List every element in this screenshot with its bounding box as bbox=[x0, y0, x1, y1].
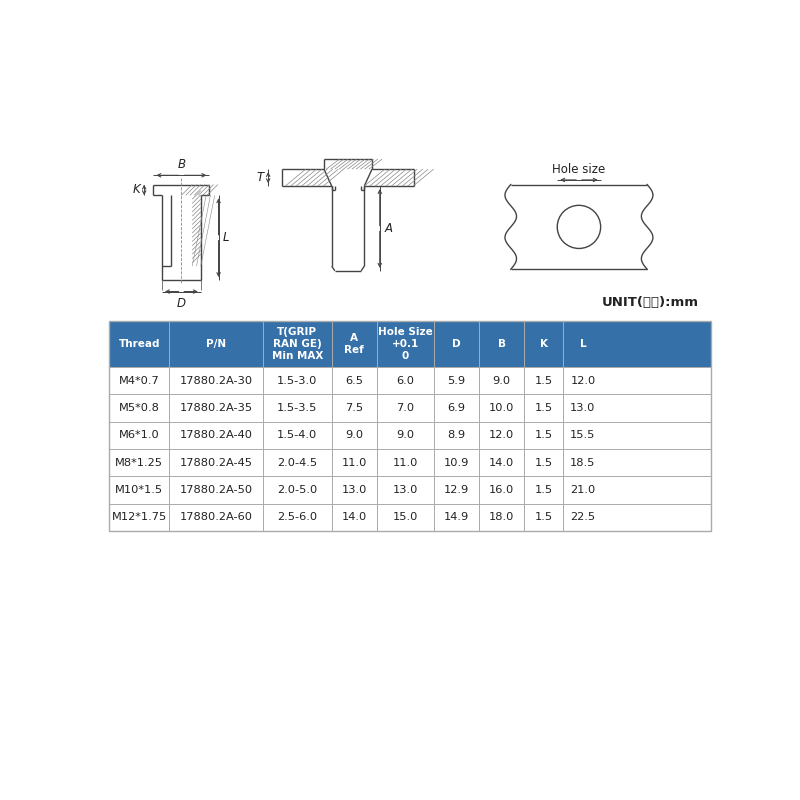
Bar bbox=[110, 321, 710, 367]
Text: 2.5-6.0: 2.5-6.0 bbox=[277, 512, 318, 522]
Text: 14.9: 14.9 bbox=[444, 512, 470, 522]
Text: 18.0: 18.0 bbox=[489, 512, 514, 522]
Text: 21.0: 21.0 bbox=[570, 485, 595, 495]
Text: 13.0: 13.0 bbox=[393, 485, 418, 495]
Text: 17880.2A-40: 17880.2A-40 bbox=[179, 430, 253, 440]
Text: T(GRIP
RAN GE)
Min MAX: T(GRIP RAN GE) Min MAX bbox=[271, 326, 323, 362]
Text: 17880.2A-50: 17880.2A-50 bbox=[179, 485, 253, 495]
Text: 1.5-3.0: 1.5-3.0 bbox=[277, 376, 318, 386]
Text: M10*1.5: M10*1.5 bbox=[115, 485, 163, 495]
Text: 14.0: 14.0 bbox=[489, 458, 514, 468]
Text: K: K bbox=[540, 339, 548, 349]
Text: 11.0: 11.0 bbox=[342, 458, 367, 468]
Text: A: A bbox=[385, 222, 393, 235]
Bar bbox=[110, 367, 710, 394]
Text: 7.5: 7.5 bbox=[346, 403, 363, 413]
Text: T: T bbox=[256, 171, 263, 184]
Text: M6*1.0: M6*1.0 bbox=[119, 430, 160, 440]
Text: 9.0: 9.0 bbox=[493, 376, 510, 386]
Text: 9.0: 9.0 bbox=[346, 430, 363, 440]
Text: 2.0-5.0: 2.0-5.0 bbox=[277, 485, 318, 495]
Text: L: L bbox=[579, 339, 586, 349]
Text: B: B bbox=[498, 339, 506, 349]
Text: M4*0.7: M4*0.7 bbox=[119, 376, 160, 386]
Text: Hole Size
+0.1
0: Hole Size +0.1 0 bbox=[378, 326, 433, 362]
Text: 5.9: 5.9 bbox=[447, 376, 466, 386]
Bar bbox=[110, 321, 710, 531]
Text: 2.0-4.5: 2.0-4.5 bbox=[277, 458, 318, 468]
Text: M12*1.75: M12*1.75 bbox=[112, 512, 167, 522]
Bar bbox=[110, 449, 710, 476]
Text: 16.0: 16.0 bbox=[489, 485, 514, 495]
Text: UNIT(单位):mm: UNIT(单位):mm bbox=[602, 296, 698, 309]
Text: 6.5: 6.5 bbox=[346, 376, 363, 386]
Text: M5*0.8: M5*0.8 bbox=[119, 403, 160, 413]
Text: L: L bbox=[222, 231, 229, 244]
Text: Thread: Thread bbox=[118, 339, 160, 349]
Text: 1.5-3.5: 1.5-3.5 bbox=[277, 403, 318, 413]
Text: 1.5: 1.5 bbox=[534, 376, 553, 386]
Text: Hole size: Hole size bbox=[552, 163, 606, 176]
Text: D: D bbox=[452, 339, 461, 349]
Bar bbox=[110, 422, 710, 449]
Text: 1.5: 1.5 bbox=[534, 512, 553, 522]
Text: 17880.2A-45: 17880.2A-45 bbox=[179, 458, 253, 468]
Text: 18.5: 18.5 bbox=[570, 458, 595, 468]
Text: 1.5: 1.5 bbox=[534, 403, 553, 413]
Text: A
Ref: A Ref bbox=[345, 333, 364, 355]
Text: 7.0: 7.0 bbox=[397, 403, 414, 413]
Text: 12.0: 12.0 bbox=[489, 430, 514, 440]
Text: P/N: P/N bbox=[206, 339, 226, 349]
Text: 15.5: 15.5 bbox=[570, 430, 595, 440]
Text: 9.0: 9.0 bbox=[397, 430, 414, 440]
Text: 13.0: 13.0 bbox=[570, 403, 595, 413]
Text: 1.5-4.0: 1.5-4.0 bbox=[277, 430, 318, 440]
Text: 17880.2A-30: 17880.2A-30 bbox=[179, 376, 253, 386]
Text: 14.0: 14.0 bbox=[342, 512, 367, 522]
Bar bbox=[110, 504, 710, 531]
Text: 10.9: 10.9 bbox=[444, 458, 470, 468]
Text: 8.9: 8.9 bbox=[447, 430, 466, 440]
Text: 17880.2A-35: 17880.2A-35 bbox=[179, 403, 253, 413]
Text: 22.5: 22.5 bbox=[570, 512, 595, 522]
Text: 10.0: 10.0 bbox=[489, 403, 514, 413]
Text: K: K bbox=[133, 183, 140, 197]
Text: 6.0: 6.0 bbox=[397, 376, 414, 386]
Text: 1.5: 1.5 bbox=[534, 458, 553, 468]
Text: 12.0: 12.0 bbox=[570, 376, 595, 386]
Text: 11.0: 11.0 bbox=[393, 458, 418, 468]
Text: D: D bbox=[177, 297, 186, 310]
Text: 15.0: 15.0 bbox=[393, 512, 418, 522]
Bar bbox=[110, 476, 710, 504]
Text: 12.9: 12.9 bbox=[444, 485, 470, 495]
Text: 13.0: 13.0 bbox=[342, 485, 367, 495]
Text: 17880.2A-60: 17880.2A-60 bbox=[179, 512, 253, 522]
Bar bbox=[110, 394, 710, 422]
Text: B: B bbox=[178, 158, 186, 171]
Text: 1.5: 1.5 bbox=[534, 485, 553, 495]
Text: M8*1.25: M8*1.25 bbox=[115, 458, 163, 468]
Text: 6.9: 6.9 bbox=[448, 403, 466, 413]
Text: 1.5: 1.5 bbox=[534, 430, 553, 440]
